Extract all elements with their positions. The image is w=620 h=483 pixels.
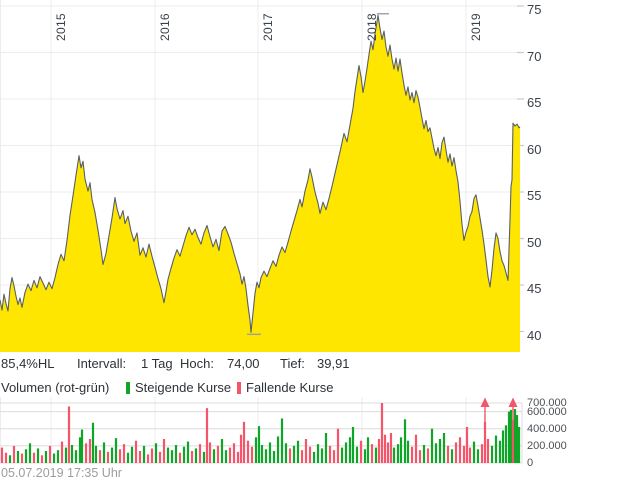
info-bar: 85,4%HL Intervall: 1 Tag Hoch: 74,00 Tie… [0,356,520,372]
high-label: Hoch: [180,356,214,371]
falling-legend-swatch [237,382,241,394]
interval-label: Intervall: [77,356,127,371]
timestamp: 05.07.2019 17:35 Uhr [1,466,122,480]
volume-legend: Volumen (rot-grün) Steigende Kurse Falle… [0,380,520,396]
volume-tick-0: 0 [527,457,534,469]
year-label-2018: 2018 [365,13,379,41]
low-value: 39,91 [317,356,350,371]
volume-tick-200000: 200.000 [527,439,567,452]
price-tick-45: 45 [527,281,542,296]
price-tick-60: 60 [527,141,542,157]
volume-label: Volumen (rot-grün) [1,380,110,395]
interval-value: 1 Tag [141,356,173,371]
year-label-2015: 2015 [54,13,68,41]
price-tick-65: 65 [527,95,542,110]
volume-tick-700000: 700.000 [527,397,567,409]
year-label-2016: 2016 [158,13,172,41]
high-value: 74,00 [227,356,260,371]
low-label: Tief: [280,356,305,371]
price-tick-55: 55 [527,188,542,203]
volume-tick-400000: 400.000 [527,422,567,435]
hl-percent: 85,4%HL [1,356,55,371]
price-tick-70: 70 [527,48,542,64]
rising-legend-swatch [126,382,130,394]
price-tick-40: 40 [527,327,542,343]
price-tick-75: 75 [527,2,542,17]
year-label-2017: 2017 [261,13,275,41]
falling-label: Fallende Kurse [246,380,334,395]
year-label-2019: 2019 [469,13,483,41]
price-tick-50: 50 [527,234,542,250]
volume-tick-600000: 600.000 [527,405,567,418]
rising-label: Steigende Kurse [135,380,232,395]
